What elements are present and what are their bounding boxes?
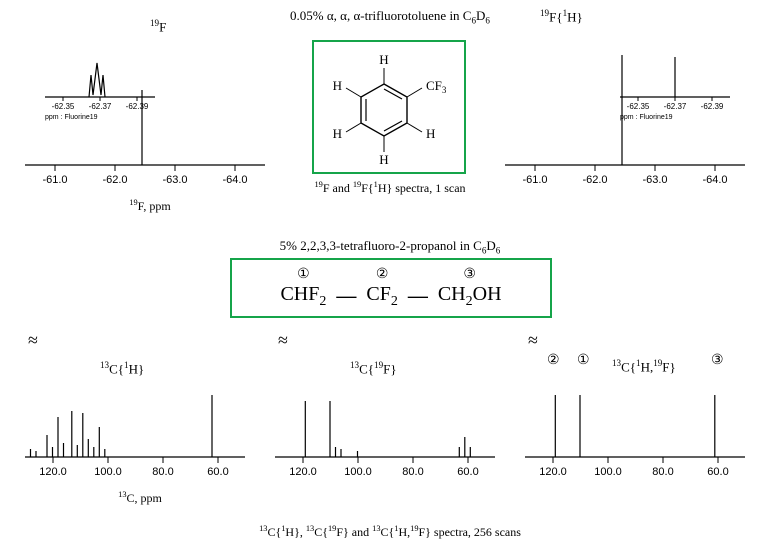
- tr-tick-3: -64.0: [702, 174, 727, 186]
- tr-tick-0: -61.0: [522, 174, 547, 186]
- pb-t3: 60.0: [457, 466, 478, 478]
- tr-sup: 19: [540, 8, 549, 18]
- pb-t1: 100.0: [344, 466, 372, 478]
- tl-f: F: [159, 19, 166, 34]
- pa-t1: 100.0: [94, 466, 122, 478]
- svg-text:H: H: [333, 126, 342, 141]
- c1s: 2: [319, 294, 326, 309]
- top-left-nucleus-label: 19F: [150, 18, 166, 35]
- peak-ann-1: ①: [577, 352, 590, 369]
- pc-t0: 120.0: [539, 466, 567, 478]
- tl-ticks: [55, 165, 235, 171]
- tl-inset-t2: -62.39: [126, 102, 149, 111]
- c3s: 2: [466, 294, 473, 309]
- top-left-axis-label: 19F, ppm: [100, 198, 200, 214]
- top-title-d: 6: [485, 16, 490, 26]
- pc-t2: 80.0: [652, 466, 673, 478]
- tr-inset-t2: -62.39: [701, 102, 724, 111]
- tr-mid: F{: [549, 9, 562, 24]
- bottom-subtitle: 13C{1H}, 13C{19F} and 13C{1H,19F} spectr…: [180, 524, 600, 540]
- tl-inset-t1: -62.37: [89, 102, 112, 111]
- pa-t2: 80.0: [152, 466, 173, 478]
- dash1: —: [336, 285, 356, 310]
- tr-h: H}: [567, 9, 583, 24]
- peak-ann-3: ③: [711, 352, 724, 369]
- tr-inset-t1: -62.37: [664, 102, 687, 111]
- bottom-spectrum-b: 120.0 100.0 80.0 60.0: [270, 345, 500, 490]
- tl-tick-1: -62.0: [102, 174, 127, 186]
- molecule-trifluorotoluene: H CF3 H H H H: [312, 40, 466, 174]
- svg-text:H: H: [379, 152, 388, 167]
- tr-inset-cap: ppm : Fluorine19: [620, 114, 673, 121]
- top-right-spectrum: -61.0 -62.0 -63.0 -64.0 -62.35 -62.37 -6…: [500, 35, 750, 195]
- top-left-spectrum: -61.0 -62.0 -63.0 -64.0 -62.35 -62.37 -6…: [20, 35, 270, 195]
- tr-inset-t0: -62.35: [627, 102, 650, 111]
- c1: CHF: [280, 283, 319, 305]
- peak-ann-2: ②: [547, 352, 560, 369]
- tl-inset: -62.35 -62.37 -62.39 ppm : Fluorine19: [45, 63, 155, 121]
- top-subtitle: 19F and 19F{1H} spectra, 1 scan: [270, 180, 510, 196]
- tr-tick-2: -63.0: [642, 174, 667, 186]
- pa-t3: 60.0: [207, 466, 228, 478]
- tr-inset: -62.35 -62.37 -62.39 ppm : Fluorine19: [620, 57, 730, 121]
- tl-tick-2: -63.0: [162, 174, 187, 186]
- tr-tick-1: -62.0: [582, 174, 607, 186]
- bottom-axis-label: 13C, ppm: [90, 490, 190, 506]
- mid-title: 5% 2,2,3,3-tetrafluoro-2-propanol in C 6D…: [230, 238, 550, 256]
- svg-text:H: H: [333, 78, 342, 93]
- svg-text:CF3: CF3: [426, 78, 447, 95]
- tl-sup: 19: [150, 18, 159, 28]
- svg-text:H: H: [379, 52, 388, 67]
- carbon-3-num: ③: [463, 266, 476, 283]
- carbon-1-num: ①: [297, 266, 310, 283]
- top-title-a: 0.05% α, α, α-trifluorotoluene in C: [290, 8, 471, 23]
- svg-text:H: H: [426, 126, 435, 141]
- c2: CF: [366, 283, 390, 305]
- tl-tick-0: -61.0: [42, 174, 67, 186]
- top-right-nucleus-label: 19F{1H}: [540, 8, 583, 25]
- bottom-spectrum-a: 120.0 100.0 80.0 60.0: [20, 345, 250, 490]
- tl-tick-3: -64.0: [222, 174, 247, 186]
- mid-title-d: 6: [496, 246, 501, 256]
- c3: CH: [438, 283, 466, 305]
- pb-t0: 120.0: [289, 466, 317, 478]
- dash2: —: [408, 285, 428, 310]
- top-title-c: D: [476, 8, 485, 23]
- pb-t2: 80.0: [402, 466, 423, 478]
- molecule-tetrafluoropropanol: ① CHF2 — ② CF2 — ③ CH2OH: [230, 258, 552, 318]
- pa-t0: 120.0: [39, 466, 67, 478]
- c3t: OH: [473, 283, 502, 305]
- mid-title-c: D: [486, 238, 495, 253]
- tl-inset-t0: -62.35: [52, 102, 75, 111]
- c2s: 2: [391, 294, 398, 309]
- mid-title-a: 5% 2,2,3,3-tetrafluoro-2-propanol in C: [280, 238, 482, 253]
- carbon-2-num: ②: [376, 266, 389, 283]
- pc-t3: 60.0: [707, 466, 728, 478]
- pc-t1: 100.0: [594, 466, 622, 478]
- top-title: 0.05% α, α, α-trifluorotoluene in C6D6: [260, 8, 520, 26]
- tl-inset-cap: ppm : Fluorine19: [45, 114, 98, 121]
